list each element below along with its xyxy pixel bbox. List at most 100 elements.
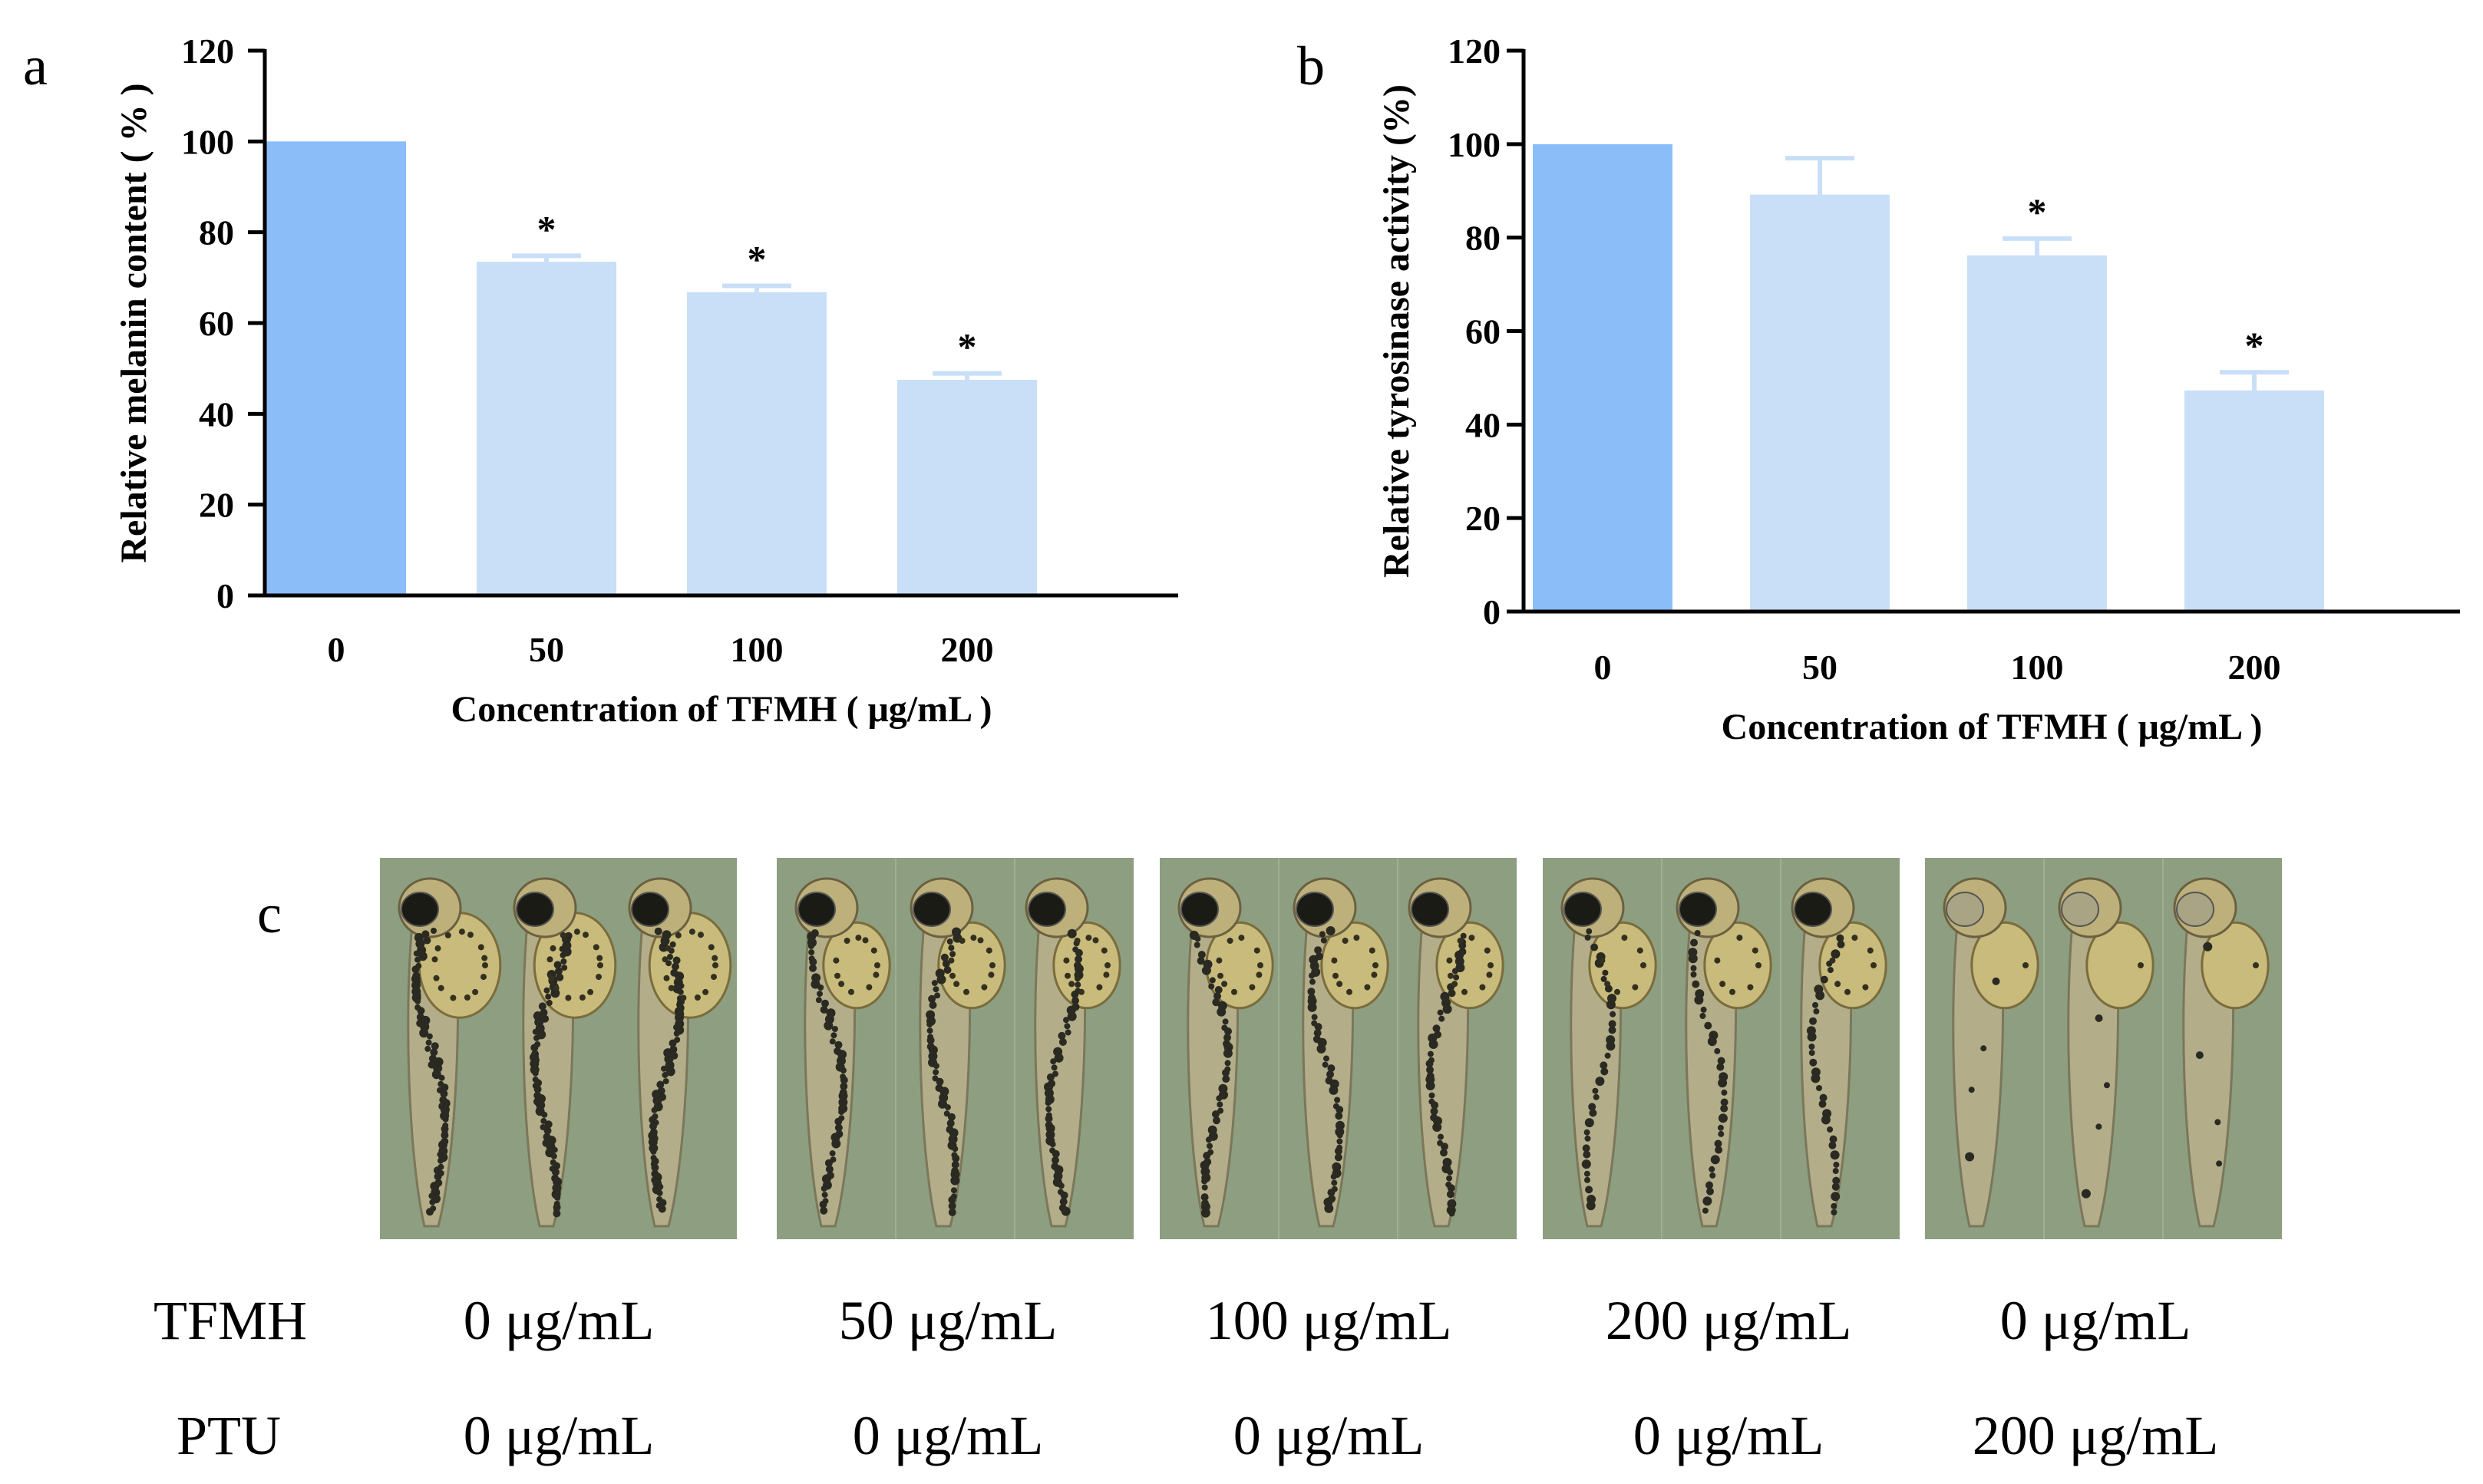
- melanophore: [1600, 1061, 1608, 1070]
- melanophore: [1257, 962, 1263, 968]
- melanophore: [989, 962, 996, 968]
- melanophore: [1832, 1176, 1841, 1185]
- melanophore: [1044, 1082, 1053, 1092]
- melanophore: [1487, 962, 1494, 968]
- melanophore: [553, 1203, 561, 1212]
- melanophore: [1581, 1159, 1591, 1169]
- significance-a-100: *: [748, 237, 767, 280]
- zebrafish-larva: [1676, 877, 1772, 1228]
- ptu-dose-label-5: 200 μg/mL: [1973, 1405, 2219, 1466]
- larva-eye: [516, 892, 554, 927]
- melanophore: [1334, 1153, 1342, 1162]
- x-axis-title-b: Concentration of TFMH ( μg/mL ): [1722, 707, 2263, 747]
- melanophore: [648, 1131, 658, 1141]
- melanophore: [1217, 972, 1223, 979]
- melanophore: [1447, 1199, 1457, 1209]
- bar-b-200: [2184, 390, 2324, 612]
- y-tick-label-a-60: 60: [199, 304, 234, 343]
- melanophore: [926, 1021, 933, 1028]
- melanophore: [651, 1106, 658, 1113]
- melanophore: [677, 988, 684, 995]
- melanophore: [1818, 1100, 1827, 1108]
- melanophore: [931, 980, 938, 987]
- bar-b-100: [1967, 255, 2107, 612]
- melanophore: [1331, 1179, 1338, 1186]
- melanophore: [1720, 1098, 1729, 1106]
- melanophore: [1690, 971, 1697, 978]
- ptu-dose-label-2: 0 μg/mL: [853, 1405, 1044, 1466]
- melanophore: [481, 955, 488, 961]
- melanophore: [2095, 1123, 2102, 1130]
- melanophore: [587, 988, 594, 995]
- melanophore: [1694, 930, 1701, 936]
- melanophore: [2253, 962, 2259, 968]
- melanophore: [426, 1033, 433, 1040]
- row-label-tfmh: TFMH: [154, 1290, 307, 1351]
- melanophore: [936, 1077, 944, 1086]
- melanophore: [414, 932, 424, 942]
- melanophore: [1831, 1209, 1837, 1215]
- melanophore: [1207, 1143, 1213, 1149]
- melanophore: [986, 947, 992, 954]
- melanophore: [1059, 1198, 1068, 1205]
- melanophore: [2203, 942, 2213, 951]
- y-tick-label-a-20: 20: [199, 486, 234, 525]
- melanophore: [553, 961, 562, 969]
- melanophore: [953, 981, 960, 988]
- melanophore: [652, 1172, 662, 1182]
- melanophore: [541, 1111, 548, 1118]
- melanophore: [834, 1123, 843, 1132]
- y-tick-label-b-80: 80: [1465, 219, 1501, 258]
- melanophore: [1832, 1168, 1839, 1174]
- melanophore: [1096, 984, 1103, 991]
- melanophore: [844, 938, 850, 944]
- melanophore: [834, 972, 840, 979]
- melanophore: [441, 1125, 449, 1133]
- y-tick-label-b-20: 20: [1465, 499, 1501, 538]
- melanophore: [1217, 1001, 1227, 1011]
- melanophore: [926, 1036, 935, 1044]
- y-tick-label-a-100: 100: [181, 122, 234, 161]
- melanophore: [437, 1157, 444, 1164]
- melanophore: [949, 951, 956, 958]
- melanophore: [662, 1078, 669, 1085]
- melanophore: [1323, 1197, 1333, 1207]
- y-axis-title-a: Relative melanin content ( % ): [114, 83, 154, 562]
- melanophore: [1249, 984, 1256, 991]
- melanophore: [1256, 971, 1263, 978]
- melanophore: [675, 932, 682, 938]
- melanophore: [593, 944, 599, 951]
- melanophore: [1595, 1077, 1605, 1087]
- melanophore: [673, 1030, 680, 1037]
- melanophore: [1326, 1070, 1334, 1079]
- melanophore: [1369, 947, 1375, 954]
- melanophore: [1371, 971, 1378, 978]
- melanophore: [712, 962, 718, 968]
- melanophore: [840, 1076, 848, 1084]
- melanophore: [1830, 1150, 1840, 1160]
- melanophore: [1334, 1097, 1341, 1103]
- melanophore: [1828, 1141, 1837, 1149]
- melanophore: [680, 994, 687, 1001]
- melanophore: [1431, 1101, 1439, 1110]
- melanophore: [440, 1090, 448, 1098]
- melanophore: [1583, 1150, 1591, 1159]
- larva-yolk: [2085, 921, 2154, 1010]
- melanophore: [1067, 928, 1077, 938]
- melanophore: [1223, 1034, 1231, 1042]
- melanophore: [809, 958, 817, 966]
- melanophore: [1706, 1187, 1714, 1195]
- melanophore: [1608, 1026, 1616, 1034]
- melanophore: [950, 1187, 957, 1194]
- melanophore: [1092, 937, 1099, 944]
- melanophore: [1213, 992, 1221, 1001]
- melanophore: [1593, 1093, 1600, 1100]
- melanophore: [1441, 1143, 1448, 1151]
- melanophore: [673, 1024, 679, 1031]
- melanophore: [819, 1200, 827, 1209]
- melanophore: [1720, 1104, 1729, 1113]
- melanophore: [665, 945, 672, 951]
- melanophore: [438, 1140, 447, 1149]
- melanophore: [1320, 937, 1327, 944]
- melanophore: [862, 937, 869, 944]
